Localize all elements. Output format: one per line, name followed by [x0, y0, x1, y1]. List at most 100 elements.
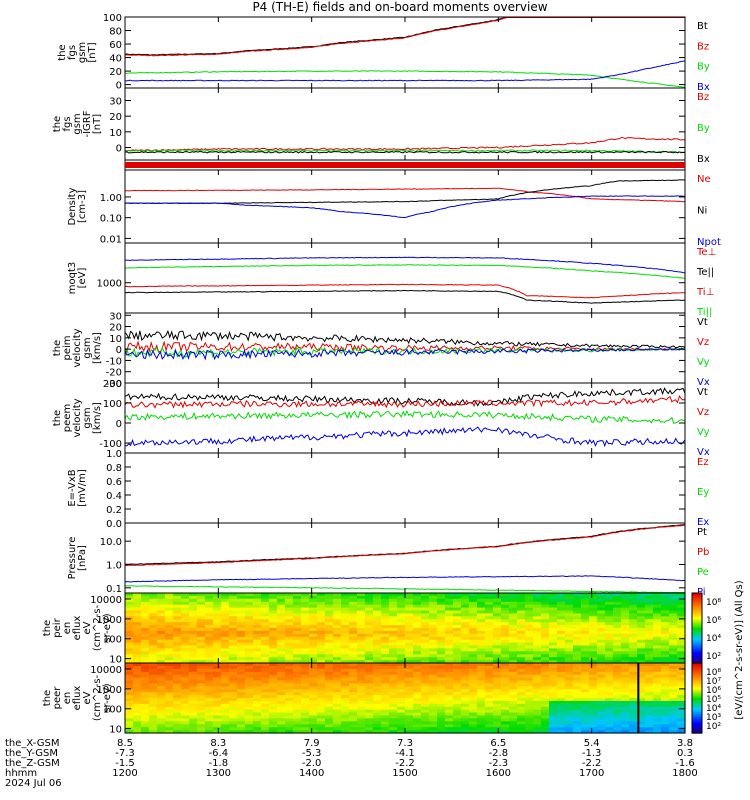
heatmap-cell — [573, 703, 582, 708]
heatmap-cell — [565, 668, 574, 673]
heatmap-cell — [349, 639, 358, 644]
heatmap-cell — [181, 619, 190, 623]
heatmap-cell — [573, 674, 582, 679]
heatmap-cell — [461, 654, 470, 658]
heatmap-cell — [477, 654, 486, 658]
heatmap-cell — [525, 619, 534, 623]
heatmap-cell — [341, 651, 350, 655]
heatmap-cell — [413, 695, 422, 699]
heatmap-cell — [437, 700, 446, 705]
heatmap-cell — [645, 616, 654, 620]
heatmap-cell — [437, 610, 446, 614]
heatmap-cell — [269, 604, 278, 609]
heatmap-cell — [413, 692, 422, 696]
heatmap-cell — [309, 700, 318, 705]
heatmap-cell — [285, 598, 294, 603]
heatmap-cell — [573, 651, 582, 655]
heatmap-cell — [293, 698, 302, 702]
heatmap-cell — [181, 692, 190, 696]
heatmap-cell — [573, 686, 582, 690]
heatmap-cell — [349, 660, 358, 664]
colorbar-cell — [692, 652, 702, 655]
heatmap-cell — [189, 695, 198, 699]
heatmap-cell — [133, 593, 142, 597]
heatmap-cell — [557, 619, 566, 623]
heatmap-cell — [293, 727, 302, 731]
heatmap-cell — [677, 595, 686, 600]
heatmap-cell — [157, 674, 166, 679]
heatmap-cell — [237, 622, 246, 626]
heatmap-cell — [413, 698, 422, 702]
heatmap-cell — [189, 677, 198, 682]
heatmap-cell — [133, 663, 142, 667]
y-tick-label: 20 — [109, 67, 122, 78]
heatmap-cell — [549, 660, 558, 664]
heatmap-cell — [245, 674, 254, 679]
heatmap-cell — [533, 709, 542, 714]
heatmap-cell — [421, 686, 430, 690]
heatmap-cell — [173, 712, 182, 717]
heatmap-cell — [213, 625, 222, 629]
heatmap-cell — [269, 593, 278, 597]
heatmap-cell — [661, 706, 670, 711]
heatmap-cell — [509, 610, 518, 614]
heatmap-cell — [237, 595, 246, 600]
heatmap-cell — [181, 642, 190, 647]
heatmap-cell — [549, 593, 558, 597]
heatmap-cell — [421, 692, 430, 696]
series-line-pt — [125, 524, 686, 565]
heatmap-cell — [373, 671, 382, 676]
heatmap-cell — [309, 730, 318, 734]
heatmap-cell — [517, 698, 526, 702]
heatmap-cell — [621, 674, 630, 679]
series-line-vy — [124, 346, 685, 359]
heatmap-cell — [405, 665, 414, 670]
heatmap-cell — [565, 613, 574, 617]
heatmap-cell — [293, 616, 302, 620]
heatmap-cell — [421, 703, 430, 708]
heatmap-cell — [189, 622, 198, 626]
heatmap-cell — [277, 657, 286, 661]
heatmap-cell — [205, 616, 214, 620]
heatmap-cell — [453, 695, 462, 699]
heatmap-cell — [589, 724, 598, 728]
heatmap-cell — [645, 593, 654, 597]
heatmap-cell — [261, 680, 270, 684]
heatmap-cell — [357, 604, 366, 609]
colorbar-cell — [692, 703, 702, 706]
heatmap-cell — [517, 593, 526, 597]
heatmap-cell — [493, 663, 502, 667]
heatmap-cell — [221, 660, 230, 664]
colorbar-cell — [692, 677, 702, 680]
heatmap-cell — [573, 706, 582, 711]
heatmap-cell — [477, 668, 486, 673]
heatmap-cell — [469, 715, 478, 719]
heatmap-cell — [469, 593, 478, 597]
heatmap-cell — [301, 607, 310, 612]
heatmap-cell — [341, 677, 350, 682]
heatmap-cell — [445, 677, 454, 682]
heatmap-cell — [517, 703, 526, 708]
colorbar-cell — [692, 671, 702, 675]
heatmap-cell — [485, 712, 494, 717]
heatmap-cell — [253, 706, 262, 711]
heatmap-cell — [277, 660, 286, 664]
heatmap-cell — [453, 663, 462, 667]
heatmap-cell — [589, 700, 598, 705]
heatmap-cell — [285, 712, 294, 717]
heatmap-cell — [589, 598, 598, 603]
heatmap-cell — [485, 613, 494, 617]
heatmap-cell — [133, 727, 142, 731]
heatmap-cell — [373, 619, 382, 623]
heatmap-cell — [237, 604, 246, 609]
heatmap-cell — [269, 727, 278, 731]
heatmap-cell — [613, 721, 622, 725]
heatmap-cell — [581, 683, 590, 687]
heatmap-cell — [253, 610, 262, 614]
heatmap-cell — [261, 724, 270, 728]
heatmap-cell — [205, 660, 214, 664]
heatmap-cell — [149, 645, 158, 649]
heatmap-cell — [237, 721, 246, 725]
heatmap-cell — [157, 712, 166, 717]
heatmap-cell — [581, 724, 590, 728]
